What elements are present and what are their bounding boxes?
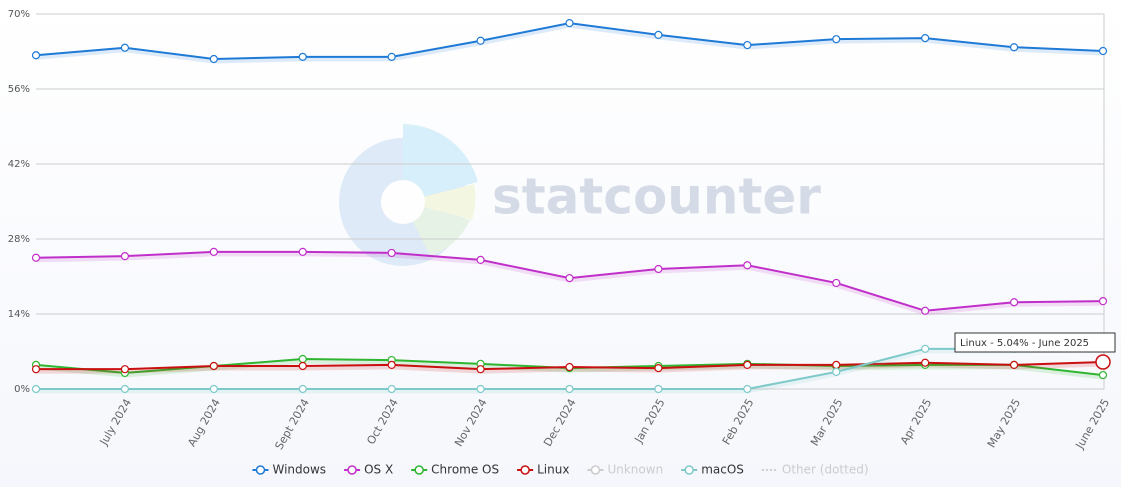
data-point (387, 52, 396, 61)
legend-label: macOS (701, 463, 744, 477)
legend: Windows OS X Chrome OS Linux Unknown macOS Oth… (252, 463, 869, 477)
data-point (743, 261, 752, 270)
data-point (298, 354, 307, 364)
data-point (120, 365, 130, 374)
data-point (654, 364, 663, 373)
legend-label: Linux (537, 463, 569, 477)
data-point (298, 52, 307, 61)
data-point (832, 360, 841, 369)
data-point (120, 384, 130, 394)
data-point (1098, 297, 1108, 306)
data-point (209, 247, 218, 256)
data-point (387, 360, 396, 369)
data-point (1098, 370, 1108, 380)
legend-marker (347, 465, 357, 475)
tooltip: Linux - 5.04% - June 2025 (960, 338, 1089, 349)
data-point (565, 19, 574, 28)
legend-marker (684, 465, 694, 475)
data-point (209, 384, 218, 394)
data-point (120, 252, 130, 261)
legend-label: Unknown (607, 463, 663, 477)
data-point (31, 384, 41, 394)
data-point (298, 361, 307, 371)
data-point (654, 30, 663, 39)
data-point (1009, 43, 1019, 52)
data-point (31, 253, 41, 262)
y-tick-label: 0% (14, 384, 30, 395)
legend-label: OS X (364, 463, 393, 477)
data-point (565, 274, 574, 283)
data-point (565, 384, 574, 394)
data-point (921, 358, 930, 367)
data-point (387, 248, 396, 258)
tooltip-box (954, 332, 1116, 353)
data-point (387, 384, 396, 394)
legend-marker (590, 465, 601, 475)
y-tick-label: 14% (8, 309, 30, 320)
y-tick-label: 42% (8, 159, 30, 170)
legend-marker (414, 465, 424, 475)
data-point (743, 384, 752, 394)
highlight-point (1095, 354, 1111, 370)
data-point (832, 278, 841, 288)
data-point (565, 362, 574, 372)
y-tick-label: 56% (8, 84, 30, 95)
data-point (654, 264, 663, 274)
data-point (832, 367, 841, 376)
data-point (921, 34, 930, 43)
data-point (743, 40, 752, 50)
data-point (1009, 298, 1019, 307)
data-point (476, 255, 485, 264)
y-tick-label: 28% (8, 234, 30, 245)
data-point (476, 36, 485, 45)
legend-marker (255, 465, 266, 475)
data-point (209, 361, 218, 371)
data-point (31, 51, 41, 60)
watermark: statcounter (492, 168, 821, 226)
data-point (298, 384, 307, 394)
data-point (209, 54, 218, 64)
data-point (921, 306, 930, 315)
data-point (476, 365, 485, 374)
data-point (1098, 46, 1108, 56)
legend-label: Windows (272, 463, 326, 477)
data-point (743, 360, 752, 369)
data-point (476, 384, 485, 394)
data-point (298, 247, 307, 256)
legend-label: Chrome OS (431, 463, 499, 477)
watermark-logo (339, 124, 478, 266)
data-point (120, 43, 130, 52)
legend-marker (520, 465, 530, 475)
data-point (31, 365, 41, 374)
legend-label: Other (dotted) (782, 463, 869, 477)
data-point (921, 344, 930, 353)
data-point (1009, 360, 1019, 369)
y-tick-label: 70% (8, 9, 30, 20)
data-point (832, 35, 841, 44)
data-point (654, 384, 663, 394)
